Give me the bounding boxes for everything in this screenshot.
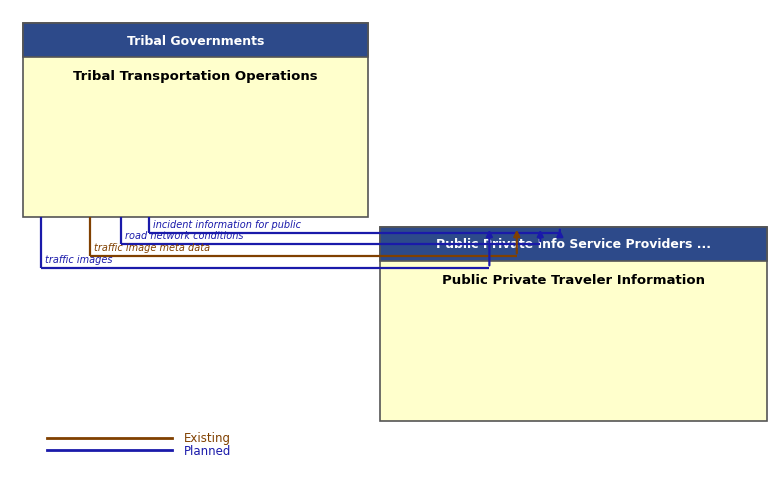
- Text: traffic images: traffic images: [45, 255, 112, 265]
- Bar: [23, 24, 368, 58]
- Text: Public Private Traveler Information: Public Private Traveler Information: [442, 273, 705, 287]
- Text: road network conditions: road network conditions: [125, 230, 244, 241]
- Text: Planned: Planned: [184, 444, 232, 456]
- Bar: [380, 227, 767, 421]
- Text: Existing: Existing: [184, 432, 231, 444]
- Bar: [380, 227, 767, 261]
- Text: Public Private Info Service Providers ...: Public Private Info Service Providers ..…: [436, 238, 711, 251]
- Text: Tribal Governments: Tribal Governments: [127, 35, 265, 47]
- Bar: [380, 227, 767, 261]
- Text: traffic image meta data: traffic image meta data: [94, 242, 210, 253]
- Text: Tribal Transportation Operations: Tribal Transportation Operations: [74, 70, 318, 83]
- Bar: [23, 24, 368, 58]
- Text: incident information for public: incident information for public: [153, 219, 301, 229]
- Bar: [23, 24, 368, 218]
